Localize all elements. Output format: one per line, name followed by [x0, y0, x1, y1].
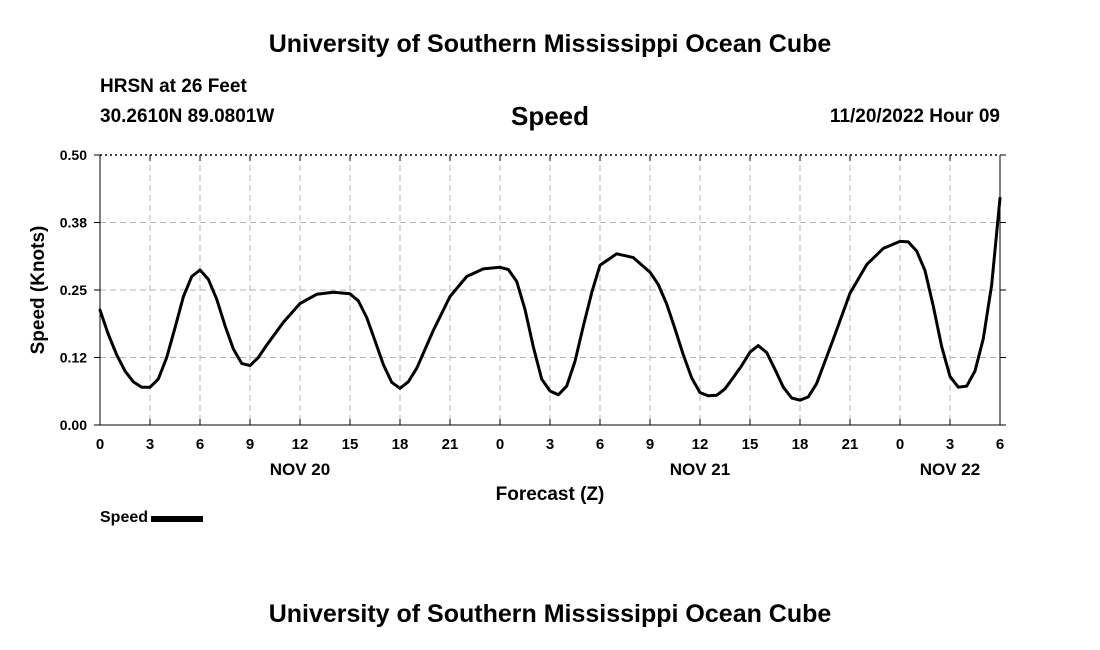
day-label: NOV 20	[270, 460, 330, 479]
x-tick-label: 0	[496, 436, 504, 453]
forecast-timestamp: 11/20/2022 Hour 09	[829, 106, 1000, 127]
x-tick-label: 3	[946, 436, 954, 453]
y-tick-label: 0.12	[60, 350, 87, 366]
x-tick-label: 9	[246, 436, 254, 453]
x-tick-label: 15	[342, 436, 359, 453]
x-tick-label: 6	[996, 436, 1004, 453]
legend-line-swatch	[151, 516, 204, 522]
y-tick-label: 0.25	[60, 282, 87, 298]
x-tick-label: 0	[96, 436, 104, 453]
y-axis-label: Speed (Knots)	[28, 226, 49, 355]
x-tick-label: 9	[646, 436, 654, 453]
day-label: NOV 21	[670, 460, 730, 479]
x-tick-label: 18	[392, 436, 409, 453]
station-coordinates: 30.2610N 89.0801W	[100, 106, 275, 127]
x-tick-label: 6	[596, 436, 604, 453]
x-tick-label: 0	[896, 436, 904, 453]
x-tick-label: 18	[792, 436, 809, 453]
x-tick-label: 15	[742, 436, 759, 453]
day-label: NOV 22	[920, 460, 980, 479]
legend: Speed	[100, 509, 204, 527]
x-tick-label: 12	[692, 436, 709, 453]
legend-label: Speed	[100, 509, 149, 526]
y-tick-label: 0.38	[60, 215, 87, 231]
y-tick-label: 0.50	[60, 147, 87, 163]
x-tick-label: 3	[546, 436, 554, 453]
x-tick-label: 12	[292, 436, 309, 453]
x-tick-label: 21	[442, 436, 459, 453]
station-label: HRSN at 26 Feet	[100, 76, 247, 97]
page-title: University of Southern Mississippi Ocean…	[268, 30, 832, 58]
series-line-speed	[98, 196, 1002, 402]
chart-title: Speed	[510, 101, 590, 131]
footer-title: University of Southern Mississippi Ocean…	[268, 600, 832, 628]
y-tick-label: 0.00	[60, 417, 87, 433]
x-tick-label: 6	[196, 436, 204, 453]
x-tick-label: 3	[146, 436, 154, 453]
x-axis-label: Forecast (Z)	[496, 484, 605, 505]
x-tick-label: 21	[842, 436, 859, 453]
